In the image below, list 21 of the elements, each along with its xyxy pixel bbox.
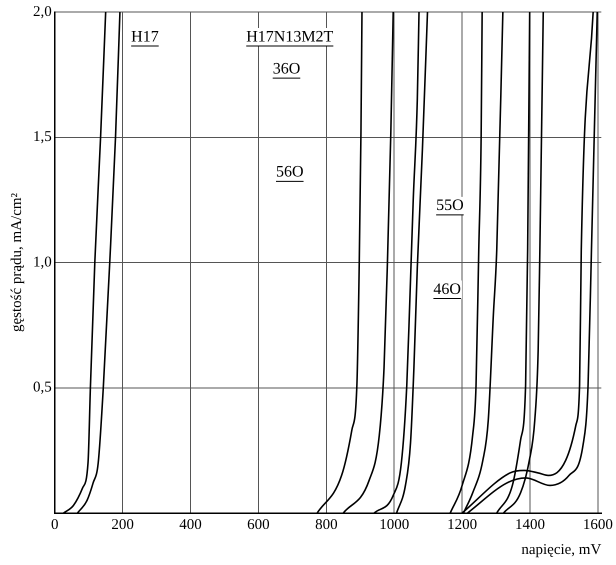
x-tick-label: 600 <box>247 516 270 533</box>
x-tick-label: 1200 <box>447 516 478 533</box>
annotation: 36O <box>272 60 300 78</box>
annotation: H17N13M2T <box>246 28 334 46</box>
x-tick-label: 1600 <box>582 516 613 533</box>
x-tick-label: 0 <box>51 516 58 533</box>
x-tick-label: 200 <box>111 516 134 533</box>
y-tick-label: 0,5 <box>33 380 52 396</box>
annotation: 55O <box>436 197 464 214</box>
y-axis-title: gęstość prądu, mA/cm² <box>8 192 25 332</box>
annotation: H17 <box>131 28 159 46</box>
annotation: 56O <box>276 164 304 181</box>
x-axis-title: napięcie, mV <box>521 542 602 558</box>
y-tick-label: 1,0 <box>33 254 52 270</box>
x-tick-label: 1000 <box>379 516 410 533</box>
annotation: 46O <box>433 280 461 298</box>
x-tick-label: 400 <box>179 516 202 533</box>
y-tick-label: 2,0 <box>33 4 52 20</box>
x-tick-label: 800 <box>315 516 338 533</box>
y-tick-label: 1,5 <box>33 129 52 146</box>
x-tick-label: 1400 <box>515 516 546 533</box>
